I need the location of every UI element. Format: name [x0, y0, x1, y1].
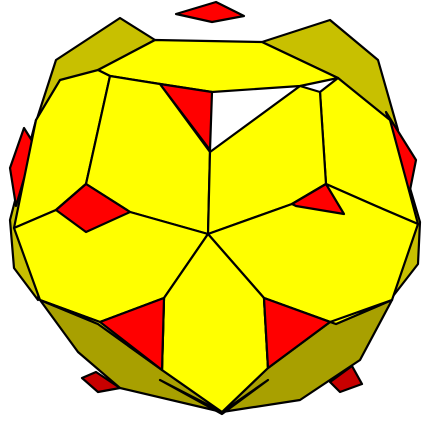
- back-triangle-left: [8, 126, 36, 208]
- triangle-bottom-left: [98, 296, 166, 372]
- back-triangle-bl: [80, 370, 122, 394]
- triangle-right: [290, 182, 346, 216]
- back-triangle-br: [328, 364, 364, 394]
- back-triangle-top: [174, 0, 246, 24]
- triangle-left: [54, 182, 132, 234]
- triangle-bottom-right: [262, 296, 332, 370]
- triangle-top: [158, 82, 214, 152]
- rim-face-bottom-mid: [158, 378, 270, 416]
